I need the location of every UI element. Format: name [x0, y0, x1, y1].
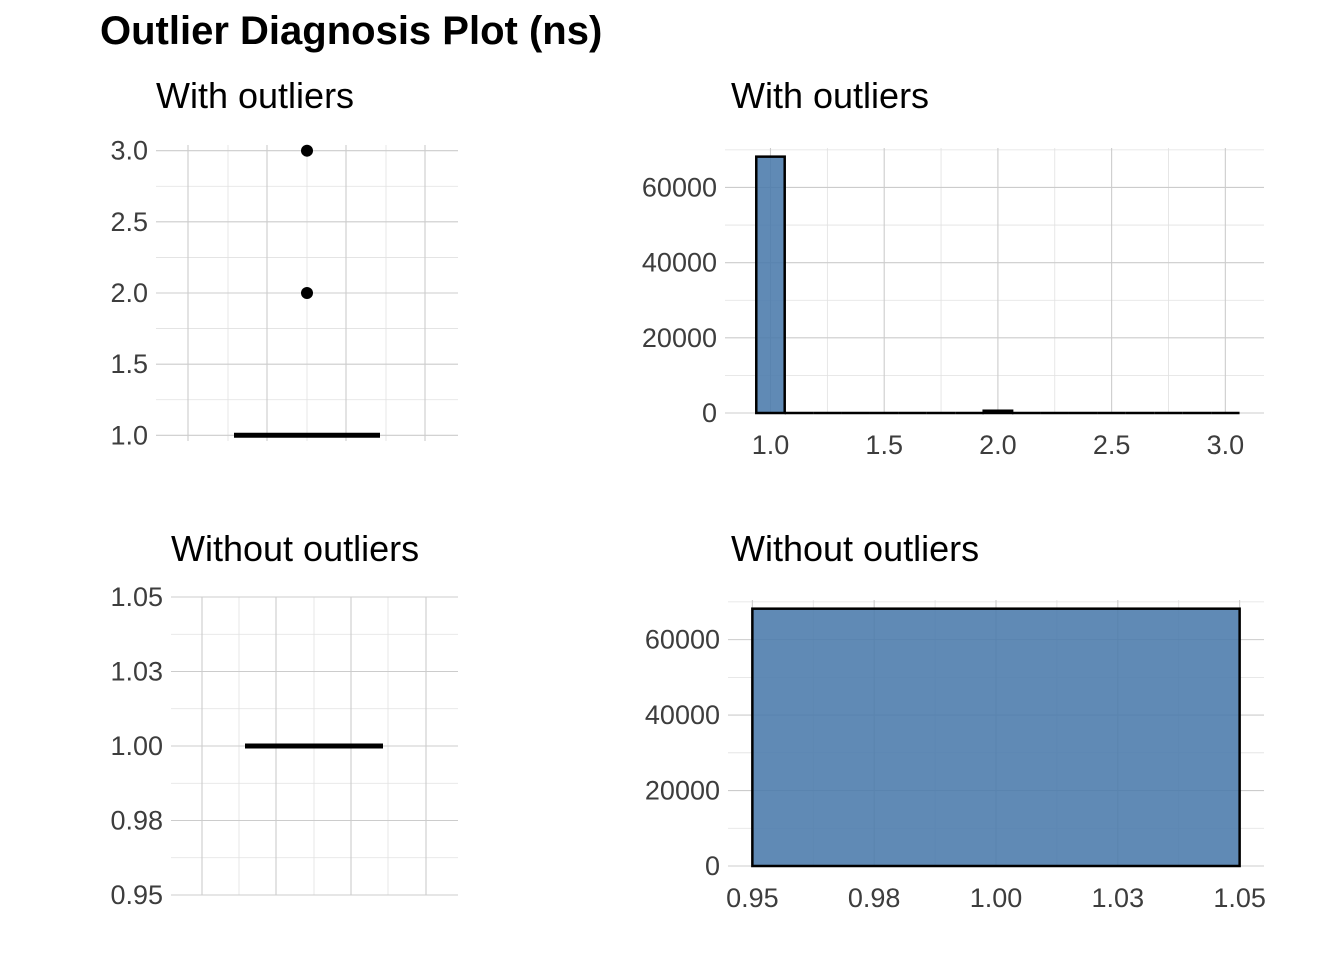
histogram-bar: [755, 155, 786, 415]
y-tick-label: 60000: [645, 625, 720, 655]
x-tick-label: 2.5: [1093, 430, 1131, 460]
y-tick-label: 20000: [642, 323, 717, 353]
x-tick-label: 1.03: [1092, 883, 1145, 913]
outlier-point: [301, 144, 313, 157]
x-tick-label: 1.00: [970, 883, 1023, 913]
y-tick-label: 40000: [642, 248, 717, 278]
x-tick-label: 1.0: [752, 430, 790, 460]
y-tick-label: 2.5: [110, 207, 148, 237]
x-tick-label: 3.0: [1207, 430, 1245, 460]
x-tick-label: 0.95: [726, 883, 779, 913]
x-tick-label: 0.98: [848, 883, 901, 913]
boxplot-without-outliers-title: Without outliers: [171, 528, 419, 569]
x-tick-label: 1.5: [865, 430, 903, 460]
histogram-without-outliers-panel: Without outliers 0 20000 40000 60000 0.95 0.9…: [645, 528, 1266, 913]
histogram-bar: [751, 607, 1241, 868]
x-tick-label: 1.05: [1213, 883, 1266, 913]
boxplot-without-outliers-panel: Without outliers 1.05 1.03 1.00 0.98 0.95: [110, 528, 458, 910]
y-tick-label: 0.98: [110, 806, 163, 836]
y-tick-label: 60000: [642, 172, 717, 202]
histogram-bar: [982, 409, 1014, 415]
outlier-point: [301, 287, 313, 299]
histogram-bars: [751, 607, 1241, 868]
y-tick-label: 3.0: [110, 136, 148, 166]
y-tick-label: 1.00: [110, 731, 163, 761]
y-tick-label: 1.05: [110, 582, 163, 612]
y-tick-label: 1.5: [110, 349, 148, 379]
histogram-with-outliers-panel: With outliers 0 20000 40000 60000 1.0 1.5 2.0 2…: [642, 75, 1264, 460]
figure-title: Outlier Diagnosis Plot (ns): [100, 9, 602, 53]
y-tick-label: 0: [702, 398, 717, 428]
histogram-bars: [755, 155, 1240, 415]
y-tick-label: 0: [705, 851, 720, 881]
y-tick-label: 0.95: [110, 880, 163, 910]
y-tick-label: 20000: [645, 776, 720, 806]
y-tick-label: 2.0: [110, 278, 148, 308]
histogram-with-outliers-title: With outliers: [731, 75, 929, 116]
boxplot-with-outliers-title: With outliers: [156, 75, 354, 116]
y-tick-label: 1.03: [110, 657, 163, 687]
histogram-without-outliers-title: Without outliers: [731, 528, 979, 569]
boxplot-with-outliers-panel: With outliers 1.0 1.5 2.0 2.5 3.0: [110, 75, 458, 450]
y-tick-label: 40000: [645, 700, 720, 730]
y-tick-label: 1.0: [110, 420, 148, 450]
x-tick-label: 2.0: [979, 430, 1017, 460]
